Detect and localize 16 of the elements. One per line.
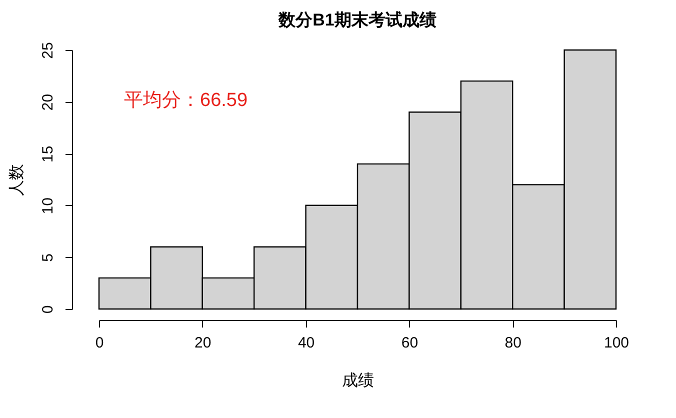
y-tick-label: 20 <box>40 94 56 111</box>
y-tick-label: 0 <box>40 305 56 314</box>
x-tick-label: 100 <box>604 334 630 352</box>
x-tick-label: 80 <box>504 334 522 352</box>
x-axis-title: 成绩 <box>342 372 374 390</box>
x-tick-label: 40 <box>298 334 315 352</box>
y-tick-label: 15 <box>40 146 56 162</box>
x-tick-label: 60 <box>401 334 418 352</box>
y-tick-label: 5 <box>40 254 56 262</box>
y-tick-label: 10 <box>40 198 56 214</box>
annotation: 平均分：66.59 <box>124 90 248 111</box>
y-axis-title: 人数 <box>8 164 26 196</box>
chart-title: 数分B1期末考试成绩 <box>278 10 436 30</box>
y-tick-label: 25 <box>40 42 56 59</box>
x-tick-label: 20 <box>194 334 212 352</box>
x-tick-label: 0 <box>95 334 104 352</box>
